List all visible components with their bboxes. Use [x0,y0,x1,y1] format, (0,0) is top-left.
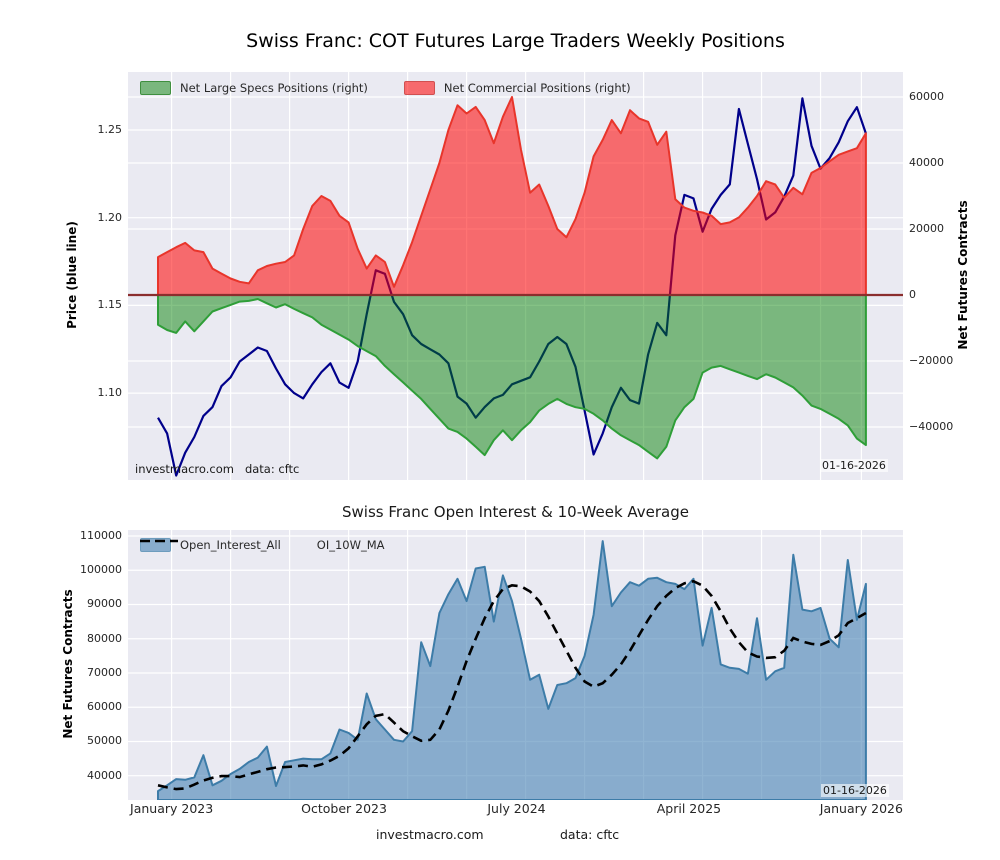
price-tick-label: 1.10 [97,386,123,400]
ma-dashed-line [157,579,867,791]
top-chart-canvas [128,72,903,480]
specs-legend-label: Net Large Specs Positions (right) [180,81,368,95]
top-chart-title: Swiss Franc: COT Futures Large Traders W… [246,30,785,52]
bottom-chart-date-annotation: 01-16-2026 [821,784,889,797]
commercial-legend-label: Net Commercial Positions (right) [443,81,631,95]
x-axis-date-label: October 2023 [301,801,387,816]
oi-tick-label: 70000 [87,665,122,679]
price-tick-label: 1.20 [97,210,123,224]
top-chart-plot: Net Large Specs Positions (right) Net Co… [128,72,903,480]
top-chart-legend: Net Large Specs Positions (right) Net Co… [140,81,631,95]
bottom-chart-legend: Open_Interest_All OI_10W_MA [140,538,385,552]
oi-tick-label: 40000 [87,768,122,782]
contracts-tick-label: −20000 [909,354,954,367]
watermark-text: investmacro.com data: cftc [135,462,300,476]
contracts-tick-label: 40000 [909,156,944,169]
specs-legend-swatch [140,81,171,95]
ma-legend-dash-icon [140,539,178,543]
bottom-chart-plot: Open_Interest_All OI_10W_MA 01-16-2026 [128,530,903,800]
price-tick-label: 1.25 [97,123,123,136]
x-axis-date-label: July 2024 [487,801,546,816]
open-interest-legend-label: Open_Interest_All [180,538,281,552]
x-axis-date-label: January 2023 [130,801,214,816]
contracts-tick-label: 20000 [909,222,944,235]
contracts-tick-label: −40000 [909,420,954,433]
contracts-tick-label: 60000 [909,90,944,103]
commercial-legend-swatch [403,81,435,95]
top-chart-date-annotation: 01-16-2026 [820,459,888,472]
top-right-axis-label: Net Futures Contracts [956,200,970,350]
oi-tick-label: 100000 [80,563,122,577]
price-tick-label: 1.15 [97,298,123,312]
x-axis-date-label: January 2026 [819,801,903,816]
footer-watermark: investmacro.com [376,827,484,842]
bottom-chart-canvas [128,530,903,800]
footer-data-source: data: cftc [560,827,620,842]
oi-tick-label: 60000 [87,700,122,714]
top-left-axis-label: Price (blue line) [65,221,79,329]
ma-legend-label: OI_10W_MA [316,538,385,552]
commercial-area [157,96,867,296]
oi-tick-label: 80000 [87,631,122,645]
oi-tick-label: 110000 [80,529,122,542]
price-line [157,97,867,477]
open-interest-area [157,540,867,800]
contracts-tick-label: 0 [909,288,916,301]
x-axis-date-label: April 2025 [656,801,722,816]
specs-area [157,294,867,460]
bottom-chart-title: Swiss Franc Open Interest & 10-Week Aver… [342,503,689,521]
oi-tick-label: 90000 [87,597,122,611]
oi-tick-label: 50000 [87,734,122,748]
